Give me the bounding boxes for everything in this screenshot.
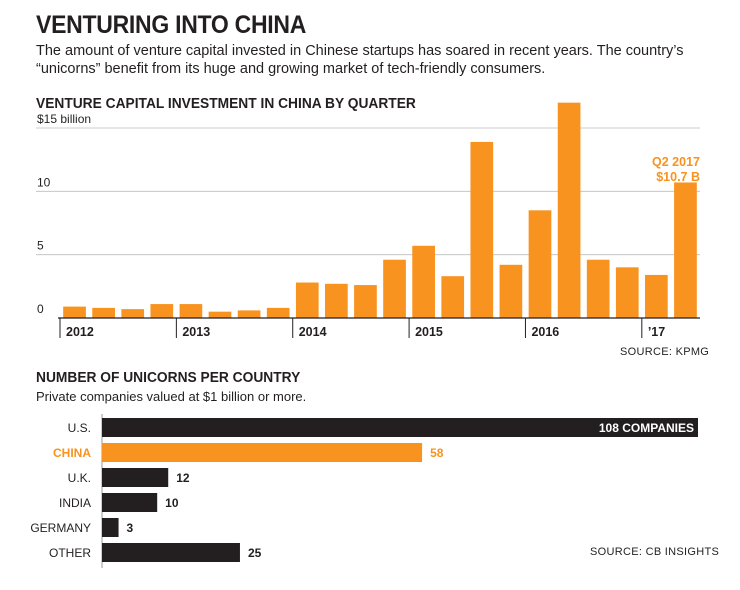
value-label: 12 <box>176 471 190 485</box>
vc-investment-chart: $15 billion 10 5 0 2012 2013 2014 2015 2016 ’17 Q2… <box>36 102 700 339</box>
country-label: CHINA <box>53 446 91 460</box>
y-tick-label: 10 <box>37 175 51 189</box>
bar <box>499 264 523 318</box>
year-label: 2013 <box>182 325 210 339</box>
bar <box>237 310 261 318</box>
unicorn-bar <box>102 418 698 437</box>
y-tick-label: 0 <box>37 302 44 316</box>
bar <box>266 307 290 318</box>
y-tick-label: 5 <box>37 239 44 253</box>
bar <box>586 259 610 318</box>
country-label: U.S. <box>68 421 91 435</box>
bar <box>150 304 174 318</box>
country-label: GERMANY <box>30 521 91 535</box>
year-label: 2016 <box>531 325 559 339</box>
bar <box>645 274 668 318</box>
bar <box>557 102 581 318</box>
bar <box>63 306 86 318</box>
bar <box>674 182 697 318</box>
value-label: 25 <box>248 546 262 560</box>
value-label: 108 COMPANIES <box>599 421 694 435</box>
bar <box>615 267 639 318</box>
unicorn-bar <box>102 493 158 512</box>
y-tick-label: $15 billion <box>37 112 91 126</box>
unicorn-chart-subtitle: Private companies valued at $1 billion o… <box>36 389 307 404</box>
page-title: VENTURING INTO CHINA <box>36 11 307 39</box>
unicorn-bar <box>102 543 240 562</box>
unicorn-bar <box>102 468 169 487</box>
year-label: 2012 <box>66 325 94 339</box>
bar <box>92 307 115 318</box>
bar <box>412 245 435 318</box>
bar <box>325 283 348 318</box>
unicorn-bar <box>102 518 119 537</box>
annotation-value: $10.7 B <box>656 170 700 184</box>
country-label: OTHER <box>49 546 91 560</box>
bar <box>528 210 552 318</box>
bar <box>441 276 465 318</box>
deck-text: The amount of venture capital invested i… <box>36 43 684 77</box>
bar <box>383 259 406 318</box>
vc-chart-title: VENTURE CAPITAL INVESTMENT IN CHINA BY Q… <box>36 96 416 112</box>
bar <box>179 304 203 318</box>
year-label: 2014 <box>299 325 327 339</box>
bar <box>354 285 377 318</box>
value-label: 10 <box>165 496 179 510</box>
unicorn-bar <box>102 443 423 462</box>
bar <box>295 282 319 318</box>
bar <box>121 309 145 318</box>
value-label: 58 <box>430 446 444 460</box>
country-label: U.K. <box>68 471 91 485</box>
unicorn-chart-title: NUMBER OF UNICORNS PER COUNTRY <box>36 370 301 386</box>
bar <box>208 311 232 318</box>
country-label: INDIA <box>59 496 91 510</box>
unicorn-chart-source: SOURCE: CB INSIGHTS <box>590 546 720 558</box>
annotation-label: Q2 2017 <box>652 155 700 169</box>
bar <box>470 141 494 318</box>
year-label: ’17 <box>648 325 665 339</box>
year-label: 2015 <box>415 325 443 339</box>
vc-chart-source: SOURCE: KPMG <box>620 346 710 358</box>
value-label: 3 <box>127 521 134 535</box>
